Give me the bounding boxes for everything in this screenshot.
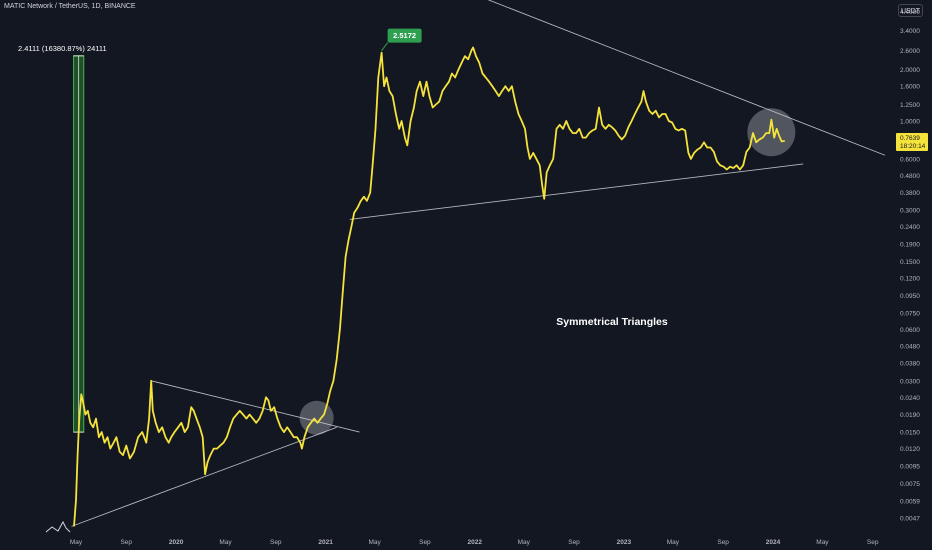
y-tick-label-0: 4.4000 [900, 9, 920, 16]
y-tick-label-27: 0.0075 [900, 481, 920, 488]
y-tick-label-16: 0.0950 [900, 293, 920, 300]
y-tick-label-22: 0.0240 [900, 395, 920, 402]
y-tick-label-23: 0.0190 [900, 412, 920, 419]
y-tick-label-20: 0.0380 [900, 361, 920, 368]
x-tick-label-11: 2023 [617, 539, 632, 546]
x-tick-label-14: 2024 [766, 539, 781, 546]
currency-selector[interactable]: USDT [898, 4, 923, 17]
y-tick-label-28: 0.0059 [900, 499, 920, 506]
price-badge-countdown: 18:20:14 [900, 143, 926, 150]
y-tick-label-2: 2.6000 [900, 48, 920, 55]
x-tick-label-16: Sep [867, 539, 879, 546]
x-tick-label-6: May [369, 539, 382, 546]
x-tick-label-12: May [667, 539, 680, 546]
breakout-circle-1 [299, 400, 334, 435]
x-tick-label-5: 2021 [318, 539, 333, 546]
trendline-3 [349, 163, 804, 220]
y-tick-label-9: 0.4800 [900, 173, 920, 180]
price-badge [896, 132, 928, 151]
x-tick-label-4: Sep [270, 539, 282, 546]
annotation-text: Symmetrical Triangles [556, 316, 668, 328]
peak-label: 2.5172 [393, 31, 416, 40]
trendline-1 [71, 426, 337, 527]
x-tick-label-7: Sep [419, 539, 431, 546]
x-tick-label-1: Sep [120, 539, 132, 546]
peak-label-box [387, 28, 422, 43]
x-tick-label-2: 2020 [169, 539, 184, 546]
y-tick-label-6: 1.0000 [900, 119, 920, 126]
symbol-header: MATIC Network / TetherUS, 1D, BINANCE [4, 3, 136, 10]
y-tick-label-12: 0.2400 [900, 224, 920, 231]
y-tick-label-11: 0.3000 [900, 208, 920, 215]
x-tick-label-8: 2022 [468, 539, 483, 546]
y-tick-label-10: 0.3800 [900, 190, 920, 197]
peak-pointer [381, 42, 389, 51]
y-tick-label-19: 0.0480 [900, 343, 920, 350]
x-tick-label-9: May [518, 539, 531, 546]
x-tick-label-13: Sep [717, 539, 729, 546]
trendline-4 [487, 0, 886, 156]
y-tick-label-26: 0.0095 [900, 463, 920, 470]
y-tick-label-8: 0.6000 [900, 156, 920, 163]
y-tick-label-15: 0.1200 [900, 276, 920, 283]
y-tick-label-17: 0.0750 [900, 310, 920, 317]
logo-icon [45, 520, 71, 533]
x-tick-label-10: Sep [568, 539, 580, 546]
y-tick-label-5: 1.2500 [900, 102, 920, 109]
y-tick-label-3: 2.0000 [900, 67, 920, 74]
y-tick-label-14: 0.1500 [900, 259, 920, 266]
y-tick-label-21: 0.0300 [900, 378, 920, 385]
y-tick-label-29: 0.0047 [900, 516, 920, 523]
x-tick-label-0: May [70, 539, 83, 546]
trendline-2 [151, 380, 360, 433]
x-tick-label-15: May [816, 539, 829, 546]
measure-label: 2.4111 (16380.87%) 24111 [18, 44, 107, 53]
price-line [73, 46, 785, 527]
y-tick-label-4: 1.6000 [900, 84, 920, 91]
y-tick-label-1: 3.4000 [900, 28, 920, 35]
y-tick-label-24: 0.0150 [900, 430, 920, 437]
breakout-circle-2 [747, 108, 796, 157]
y-tick-label-25: 0.0120 [900, 446, 920, 453]
x-tick-label-3: May [219, 539, 232, 546]
y-tick-label-13: 0.1900 [900, 242, 920, 249]
y-tick-label-18: 0.0600 [900, 327, 920, 334]
price-badge-value: 0.7639 [900, 135, 920, 142]
